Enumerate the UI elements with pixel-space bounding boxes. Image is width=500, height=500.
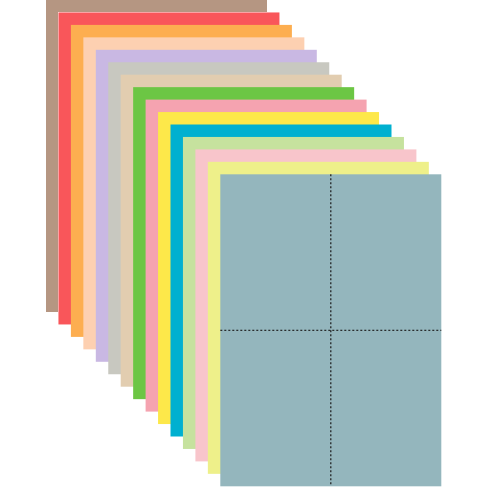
paper-stack-image	[46, 0, 442, 487]
